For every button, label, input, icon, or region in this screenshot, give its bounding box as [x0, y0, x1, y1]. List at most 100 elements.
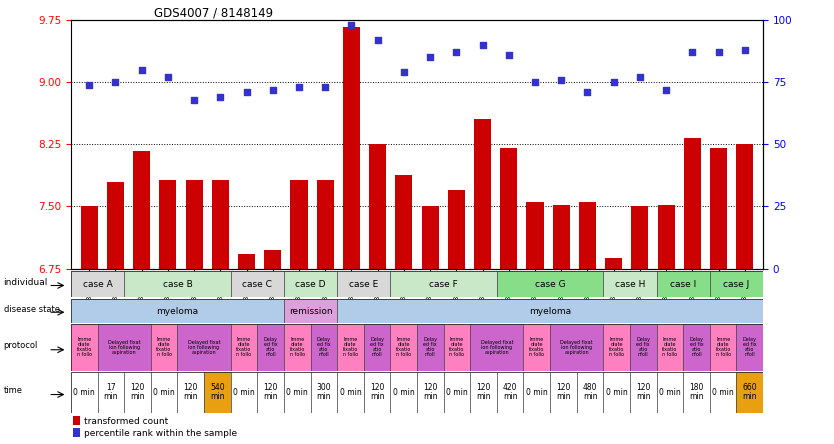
Text: 0 min: 0 min	[605, 388, 627, 397]
Text: 120
min: 120 min	[636, 384, 651, 401]
Text: case H: case H	[615, 280, 646, 289]
Text: 0 min: 0 min	[393, 388, 414, 397]
Point	[712, 49, 726, 56]
Text: case J: case J	[723, 280, 750, 289]
Text: 0 min: 0 min	[526, 388, 548, 397]
Point	[108, 79, 122, 86]
Text: 0 min: 0 min	[73, 388, 95, 397]
Text: Delayed fixat
ion following
aspiration: Delayed fixat ion following aspiration	[108, 340, 140, 355]
Bar	[238, 254, 255, 269]
Point	[555, 76, 568, 83]
Point	[83, 81, 96, 88]
Text: case I: case I	[670, 280, 696, 289]
Text: case E: case E	[349, 280, 379, 289]
Point	[633, 74, 646, 81]
Text: case A: case A	[83, 280, 113, 289]
Text: 420
min: 420 min	[503, 384, 517, 401]
Point	[344, 21, 358, 28]
Text: protocol: protocol	[3, 341, 38, 349]
Point	[660, 86, 673, 93]
Text: Imme
diate
fixatio
n follo: Imme diate fixatio n follo	[343, 337, 358, 357]
Text: 180
min: 180 min	[689, 384, 704, 401]
Bar	[81, 206, 98, 269]
Point	[738, 46, 751, 53]
Text: 0 min: 0 min	[712, 388, 734, 397]
Text: case D: case D	[295, 280, 326, 289]
Bar	[186, 180, 203, 269]
Bar	[73, 416, 80, 425]
Point	[607, 79, 620, 86]
Text: Delayed fixat
ion following
aspiration: Delayed fixat ion following aspiration	[560, 340, 593, 355]
Text: 0 min: 0 min	[153, 388, 175, 397]
Text: 120
min: 120 min	[369, 384, 384, 401]
Text: transformed count: transformed count	[84, 416, 168, 425]
Text: 120
min: 120 min	[476, 384, 491, 401]
Bar	[395, 175, 412, 269]
Bar	[710, 148, 727, 269]
Point	[240, 88, 254, 95]
Bar	[631, 206, 648, 269]
Point	[214, 94, 227, 101]
Point	[397, 69, 410, 76]
Point	[528, 79, 541, 86]
Text: myeloma: myeloma	[529, 306, 571, 316]
Bar	[553, 205, 570, 269]
Text: case F: case F	[430, 280, 458, 289]
Bar	[684, 138, 701, 269]
Point	[580, 88, 594, 95]
Text: Delay
ed fix
atio
nfoll: Delay ed fix atio nfoll	[317, 337, 331, 357]
Point	[371, 36, 384, 44]
Text: Delayed fixat
ion following
aspiration: Delayed fixat ion following aspiration	[480, 340, 513, 355]
Point	[319, 83, 332, 91]
Text: Imme
diate
fixatio
n follo: Imme diate fixatio n follo	[529, 337, 545, 357]
Text: percentile rank within the sample: percentile rank within the sample	[84, 428, 238, 438]
Point	[424, 54, 437, 61]
Text: Imme
diate
fixatio
n follo: Imme diate fixatio n follo	[609, 337, 625, 357]
Bar	[657, 205, 675, 269]
Bar	[317, 180, 334, 269]
Text: individual: individual	[3, 278, 48, 287]
Bar	[343, 27, 360, 269]
Point	[476, 41, 490, 48]
Text: 0 min: 0 min	[286, 388, 308, 397]
Text: Imme
diate
fixatio
n follo: Imme diate fixatio n follo	[289, 337, 305, 357]
Text: 120
min: 120 min	[556, 384, 570, 401]
Bar	[159, 180, 177, 269]
Text: Imme
diate
fixatio
n follo: Imme diate fixatio n follo	[77, 337, 92, 357]
Text: myeloma: myeloma	[156, 306, 198, 316]
Text: 0 min: 0 min	[446, 388, 468, 397]
Text: 17
min: 17 min	[103, 384, 118, 401]
Text: Delay
ed fix
atio
nfoll: Delay ed fix atio nfoll	[264, 337, 278, 357]
Point	[266, 86, 279, 93]
Text: Imme
diate
fixatio
n follo: Imme diate fixatio n follo	[450, 337, 465, 357]
Text: Delayed fixat
ion following
aspiration: Delayed fixat ion following aspiration	[188, 340, 220, 355]
Bar	[107, 182, 124, 269]
Bar	[290, 180, 308, 269]
Text: time: time	[3, 386, 23, 395]
Text: 0 min: 0 min	[339, 388, 361, 397]
Text: 660
min: 660 min	[742, 384, 757, 401]
Text: disease state: disease state	[3, 305, 59, 314]
Point	[161, 74, 174, 81]
Text: Delay
ed fix
atio
nfoll: Delay ed fix atio nfoll	[636, 337, 651, 357]
Text: 300
min: 300 min	[317, 384, 331, 401]
Text: case G: case G	[535, 280, 565, 289]
Bar	[133, 151, 150, 269]
Point	[502, 51, 515, 58]
Text: 480
min: 480 min	[583, 384, 597, 401]
Text: 540
min: 540 min	[210, 384, 224, 401]
Point	[188, 96, 201, 103]
Text: 0 min: 0 min	[659, 388, 681, 397]
Text: Delay
ed fix
atio
nfoll: Delay ed fix atio nfoll	[690, 337, 704, 357]
Bar	[474, 119, 491, 269]
Text: Imme
diate
fixatio
n follo: Imme diate fixatio n follo	[396, 337, 411, 357]
Bar	[73, 428, 80, 437]
Text: case C: case C	[243, 280, 272, 289]
Point	[293, 83, 306, 91]
Bar	[212, 180, 229, 269]
Text: 120
min: 120 min	[264, 384, 278, 401]
Text: Delay
ed fix
atio
nfoll: Delay ed fix atio nfoll	[424, 337, 437, 357]
Text: 0 min: 0 min	[233, 388, 255, 397]
Text: remission: remission	[289, 306, 332, 316]
Text: 120
min: 120 min	[183, 384, 198, 401]
